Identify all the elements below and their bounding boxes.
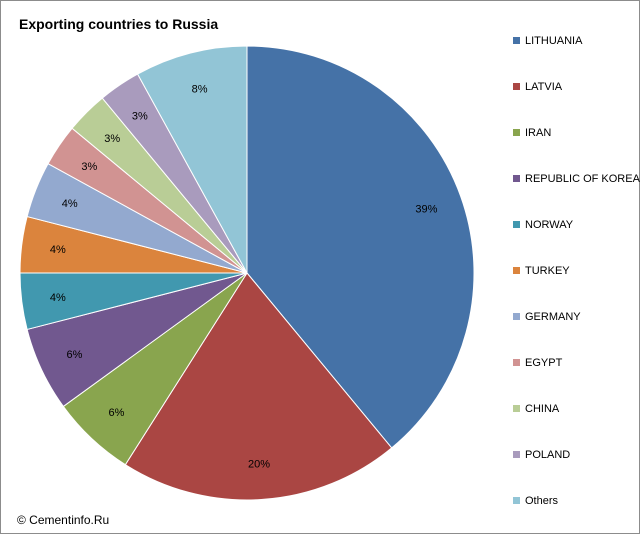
pie-slice-others: [136, 45, 248, 274]
data-label-china: 3%: [104, 133, 120, 145]
legend-swatch: [513, 266, 520, 274]
legend-label: EGYPT: [525, 357, 563, 369]
legend-item-lithuania: LITHUANIA: [513, 34, 582, 48]
data-label-lithuania: 39%: [415, 203, 437, 215]
legend-label: Others: [525, 495, 559, 507]
legend-swatch: [513, 82, 520, 90]
legend-swatch: [513, 358, 520, 366]
pie-data-labels: 39% 20% 6% 6% 4% 4% 4% 3% 3% 3% 8%: [50, 83, 438, 470]
legend-swatch: [513, 450, 520, 458]
legend-item-latvia: LATVIA: [513, 80, 562, 94]
legend-label: IRAN: [525, 127, 552, 139]
legend-label: TURKEY: [525, 265, 570, 277]
legend-label: REPUBLIC OF KOREA: [525, 173, 640, 185]
data-label-poland: 3%: [132, 110, 148, 122]
data-label-others: 8%: [192, 83, 208, 95]
legend-label: NORWAY: [525, 219, 574, 231]
legend-swatch: [513, 36, 520, 44]
pie-slices: [19, 45, 475, 501]
legend-label: LATVIA: [525, 81, 563, 93]
copyright-text: © Cementinfo.Ru: [17, 513, 110, 527]
legend-swatch: [513, 496, 520, 504]
legend-label: POLAND: [525, 449, 571, 461]
legend-item-iran: IRAN: [513, 126, 551, 140]
data-label-turkey: 4%: [50, 244, 66, 256]
data-label-norway: 4%: [50, 292, 66, 304]
legend-item-egypt: EGYPT: [513, 356, 562, 370]
legend-swatch: [513, 404, 520, 412]
data-label-germany: 4%: [62, 198, 78, 210]
legend-swatch: [513, 128, 520, 136]
data-label-egypt: 3%: [81, 161, 97, 173]
legend-item-poland: POLAND: [513, 448, 570, 462]
chart-title: Exporting countries to Russia: [19, 16, 219, 32]
legend-label: GERMANY: [525, 311, 581, 323]
legend-item-china: CHINA: [513, 402, 559, 416]
pie-slice-latvia: [124, 272, 393, 501]
data-label-iran: 6%: [109, 407, 125, 419]
data-label-latvia: 20%: [248, 458, 270, 470]
legend-item-norway: NORWAY: [513, 218, 573, 232]
legend-item-germany: GERMANY: [513, 310, 581, 324]
legend-item-others: Others: [513, 494, 558, 508]
legend-item-republic-of-korea: REPUBLIC OF KOREA: [513, 172, 640, 186]
legend-swatch: [513, 312, 520, 320]
legend-swatch: [513, 174, 520, 182]
legend-label: LITHUANIA: [525, 35, 583, 47]
data-label-republic-of-korea: 6%: [67, 349, 83, 361]
legend-label: CHINA: [525, 403, 560, 415]
legend-item-turkey: TURKEY: [513, 264, 570, 278]
pie-slice-lithuania: [246, 45, 475, 449]
legend-swatch: [513, 220, 520, 228]
